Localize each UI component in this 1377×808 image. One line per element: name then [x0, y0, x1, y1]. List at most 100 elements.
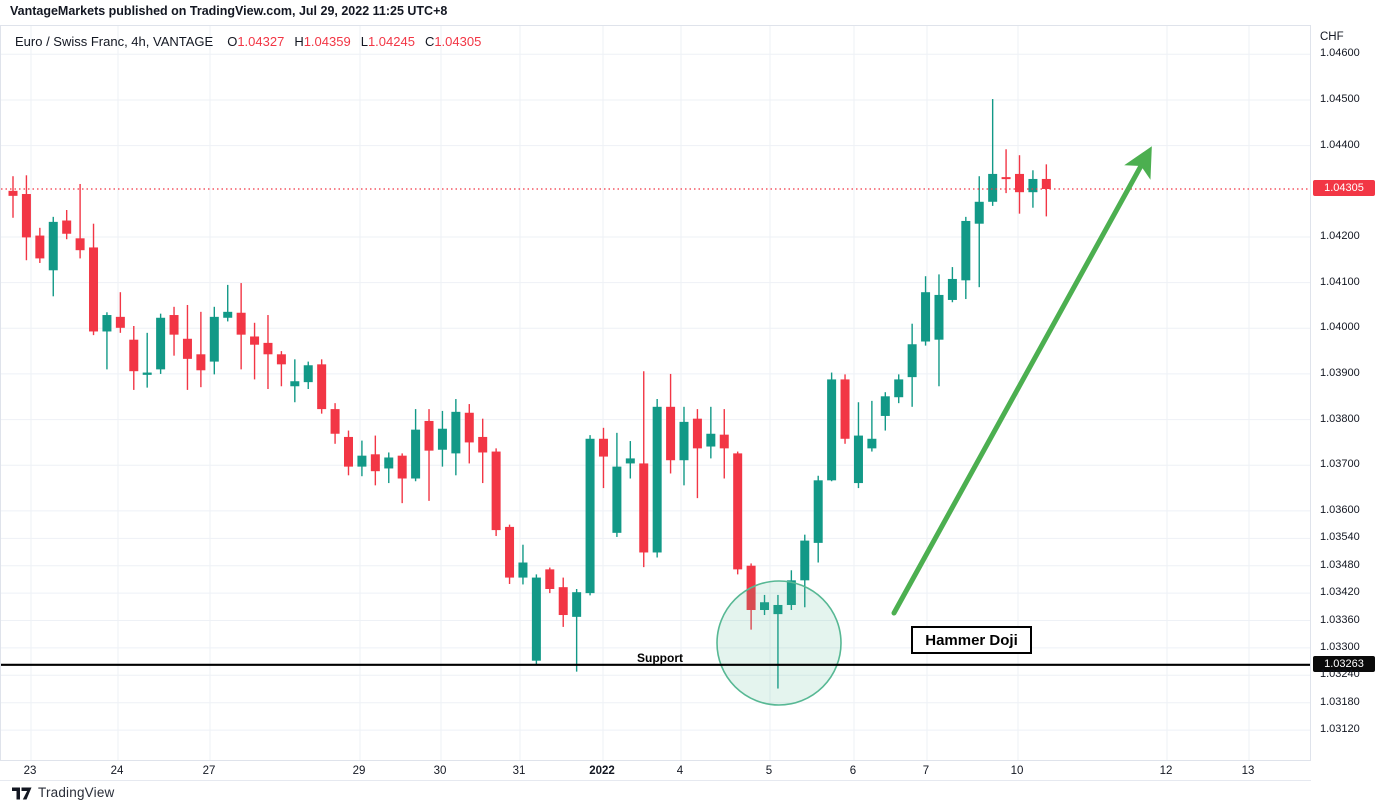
time-axis-label: 23	[23, 765, 37, 777]
candle-down	[666, 406, 676, 461]
candle-down	[196, 354, 206, 371]
candle-up	[290, 381, 300, 387]
candle-down	[250, 336, 260, 345]
candle-up	[961, 220, 971, 281]
candle-down	[639, 463, 649, 553]
candle-up	[773, 604, 783, 615]
candle-down	[692, 418, 702, 449]
last-price-badge: 1.04305	[1313, 180, 1375, 196]
price-axis[interactable]: CHF 1.04305 1.03263 1.04600 1.04500 1.0440…	[1312, 25, 1377, 781]
candle-up	[652, 406, 662, 553]
candle-down	[89, 247, 99, 332]
price-axis-label: 1.03480	[1320, 558, 1360, 571]
attribution-text: VantageMarkets published on TradingView.…	[10, 4, 448, 18]
candle-down	[8, 190, 18, 196]
price-axis-label: 1.03800	[1320, 412, 1360, 425]
candle-down	[21, 194, 31, 238]
candle-up	[48, 221, 58, 271]
candle-up	[813, 480, 823, 543]
tradingview-watermark-link[interactable]: TradingView	[12, 785, 115, 800]
time-axis-label: 4	[676, 765, 684, 777]
price-axis-label: 1.03240	[1320, 668, 1360, 681]
ohlc-values: O1.04327 H1.04359 L1.04245 C1.04305	[227, 34, 481, 49]
price-axis-label: 1.04400	[1320, 138, 1360, 151]
bullish-arrow	[891, 146, 1152, 616]
candle-up	[437, 428, 447, 450]
chart-pane[interactable]: Euro / Swiss Franc, 4h, VANTAGE O1.04327…	[0, 25, 1311, 761]
candle-up	[102, 315, 112, 332]
price-axis-label: 1.04500	[1320, 92, 1360, 105]
candle-down	[424, 420, 434, 451]
candle-up	[947, 278, 957, 300]
price-axis-label: 1.03360	[1320, 613, 1360, 626]
time-axis-label: 30	[433, 765, 447, 777]
price-axis-label: 1.04600	[1320, 47, 1360, 60]
candle-down	[62, 220, 72, 234]
candle-down	[115, 316, 125, 328]
candle-down	[169, 315, 179, 335]
candle-down	[370, 454, 380, 472]
candle-down	[478, 436, 488, 453]
candle-down	[505, 526, 515, 578]
hammer-doji-circle	[716, 580, 842, 706]
candle-up	[303, 365, 313, 383]
candle-up	[209, 316, 219, 362]
hammer-doji-annotation-label: Hammer Doji	[911, 626, 1032, 654]
price-axis-label: 1.03900	[1320, 366, 1360, 379]
candle-up	[612, 466, 622, 533]
candle-down	[330, 409, 340, 434]
support-price-badge: 1.03263	[1313, 655, 1375, 672]
candle-down	[75, 238, 85, 251]
time-axis-label: 31	[512, 765, 526, 777]
candle-down	[598, 438, 608, 457]
price-axis-label: 1.03420	[1320, 586, 1360, 599]
candle-down	[1041, 178, 1051, 189]
price-axis-label: 1.04000	[1320, 321, 1360, 334]
candle-down	[397, 455, 407, 479]
candle-down	[1015, 173, 1024, 193]
candle-up	[827, 379, 837, 481]
candle-up	[988, 173, 998, 202]
candlestick-chart	[1, 26, 1310, 760]
price-axis-label: 1.04100	[1320, 275, 1360, 288]
price-axis-label: 1.03600	[1320, 503, 1360, 516]
candle-up	[518, 562, 528, 578]
candle-up	[357, 455, 367, 467]
candle-down	[719, 434, 729, 449]
symbol-title: Euro / Swiss Franc, 4h, VANTAGE	[15, 34, 214, 49]
time-axis-label: 10	[1010, 765, 1024, 777]
tradingview-brand-text: TradingView	[38, 785, 115, 800]
time-axis-label: 29	[352, 765, 366, 777]
candle-up	[156, 317, 166, 370]
candle-down	[263, 342, 273, 355]
candle-up	[1028, 178, 1038, 193]
time-axis-label: 7	[922, 765, 930, 777]
price-axis-label: 1.03700	[1320, 458, 1360, 471]
candle-up	[625, 458, 635, 464]
candle-up	[880, 396, 890, 416]
price-axis-label: 1.03180	[1320, 695, 1360, 708]
candle-up	[706, 433, 716, 447]
candle-down	[464, 412, 474, 443]
time-axis-label: 24	[110, 765, 124, 777]
candle-down	[1001, 177, 1011, 180]
candle-up	[786, 580, 796, 605]
time-axis-label: 2022	[589, 765, 615, 777]
chart-legend[interactable]: Euro / Swiss Franc, 4h, VANTAGE O1.04327…	[15, 34, 481, 49]
price-axis-label: 1.03540	[1320, 531, 1360, 544]
candle-up	[867, 438, 877, 449]
candle-up	[907, 344, 917, 378]
price-axis-label: 1.03120	[1320, 723, 1360, 736]
candle-up	[894, 379, 904, 398]
high-value: H1.04359	[294, 34, 351, 49]
candle-up	[921, 292, 931, 342]
candle-up	[572, 592, 582, 617]
candle-down	[491, 451, 501, 531]
candle-up	[451, 411, 461, 454]
candle-up	[974, 201, 984, 224]
price-axis-label: 1.04200	[1320, 229, 1360, 242]
open-value: O1.04327	[227, 34, 285, 49]
time-axis[interactable]: 23 24 27 29 30 31 2022 4 5 6 7 10 12 13	[0, 761, 1311, 781]
candle-down	[558, 587, 568, 616]
